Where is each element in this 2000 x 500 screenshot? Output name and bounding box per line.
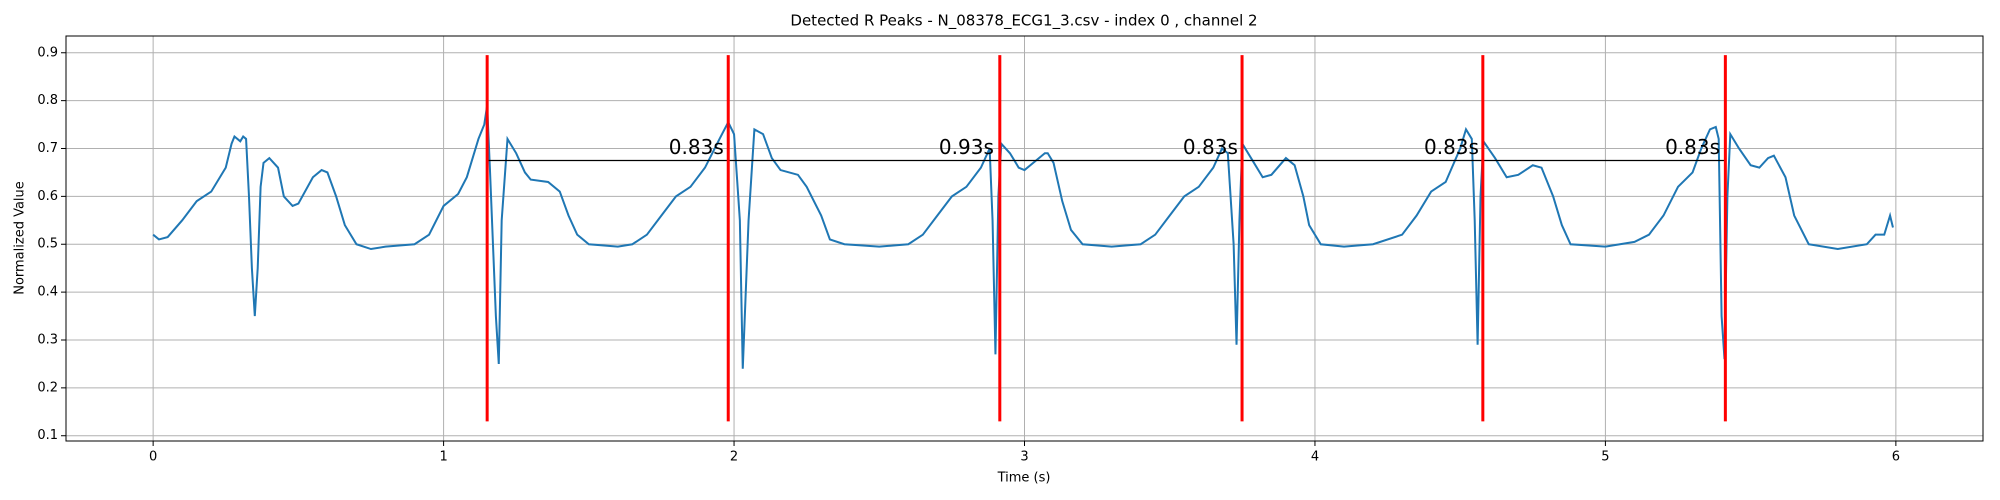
chart-title: Detected R Peaks - N_08378_ECG1_3.csv - …	[790, 12, 1257, 31]
y-tick-label: 0.7	[37, 141, 58, 156]
y-tick-label: 0.1	[37, 428, 58, 443]
x-tick-label: 0	[149, 450, 157, 465]
y-tick-label: 0.4	[37, 285, 58, 300]
plot-frame	[65, 35, 1984, 442]
y-tick-label: 0.3	[37, 332, 58, 347]
x-tick-label: 4	[1311, 450, 1319, 465]
x-tick-label: 2	[730, 450, 738, 465]
interval-label: 0.83s	[1424, 135, 1479, 159]
x-tick-label: 3	[1020, 450, 1028, 465]
y-axis-label: Normalized Value	[13, 181, 28, 295]
interval-label: 0.83s	[1183, 135, 1238, 159]
interval-label: 0.93s	[939, 135, 994, 159]
interval-label: 0.83s	[669, 135, 724, 159]
x-tick-label: 5	[1601, 450, 1609, 465]
y-tick-label: 0.2	[37, 380, 58, 395]
ecg-line	[152, 105, 1894, 369]
x-axis-label: Time (s)	[997, 471, 1051, 486]
y-tick-label: 0.9	[37, 45, 58, 60]
y-tick-label: 0.5	[37, 237, 58, 252]
x-tick-label: 6	[1892, 450, 1900, 465]
y-tick-label: 0.6	[37, 189, 58, 204]
interval-label: 0.83s	[1665, 135, 1720, 159]
y-tick-label: 0.8	[37, 93, 58, 108]
x-tick-label: 1	[439, 450, 447, 465]
